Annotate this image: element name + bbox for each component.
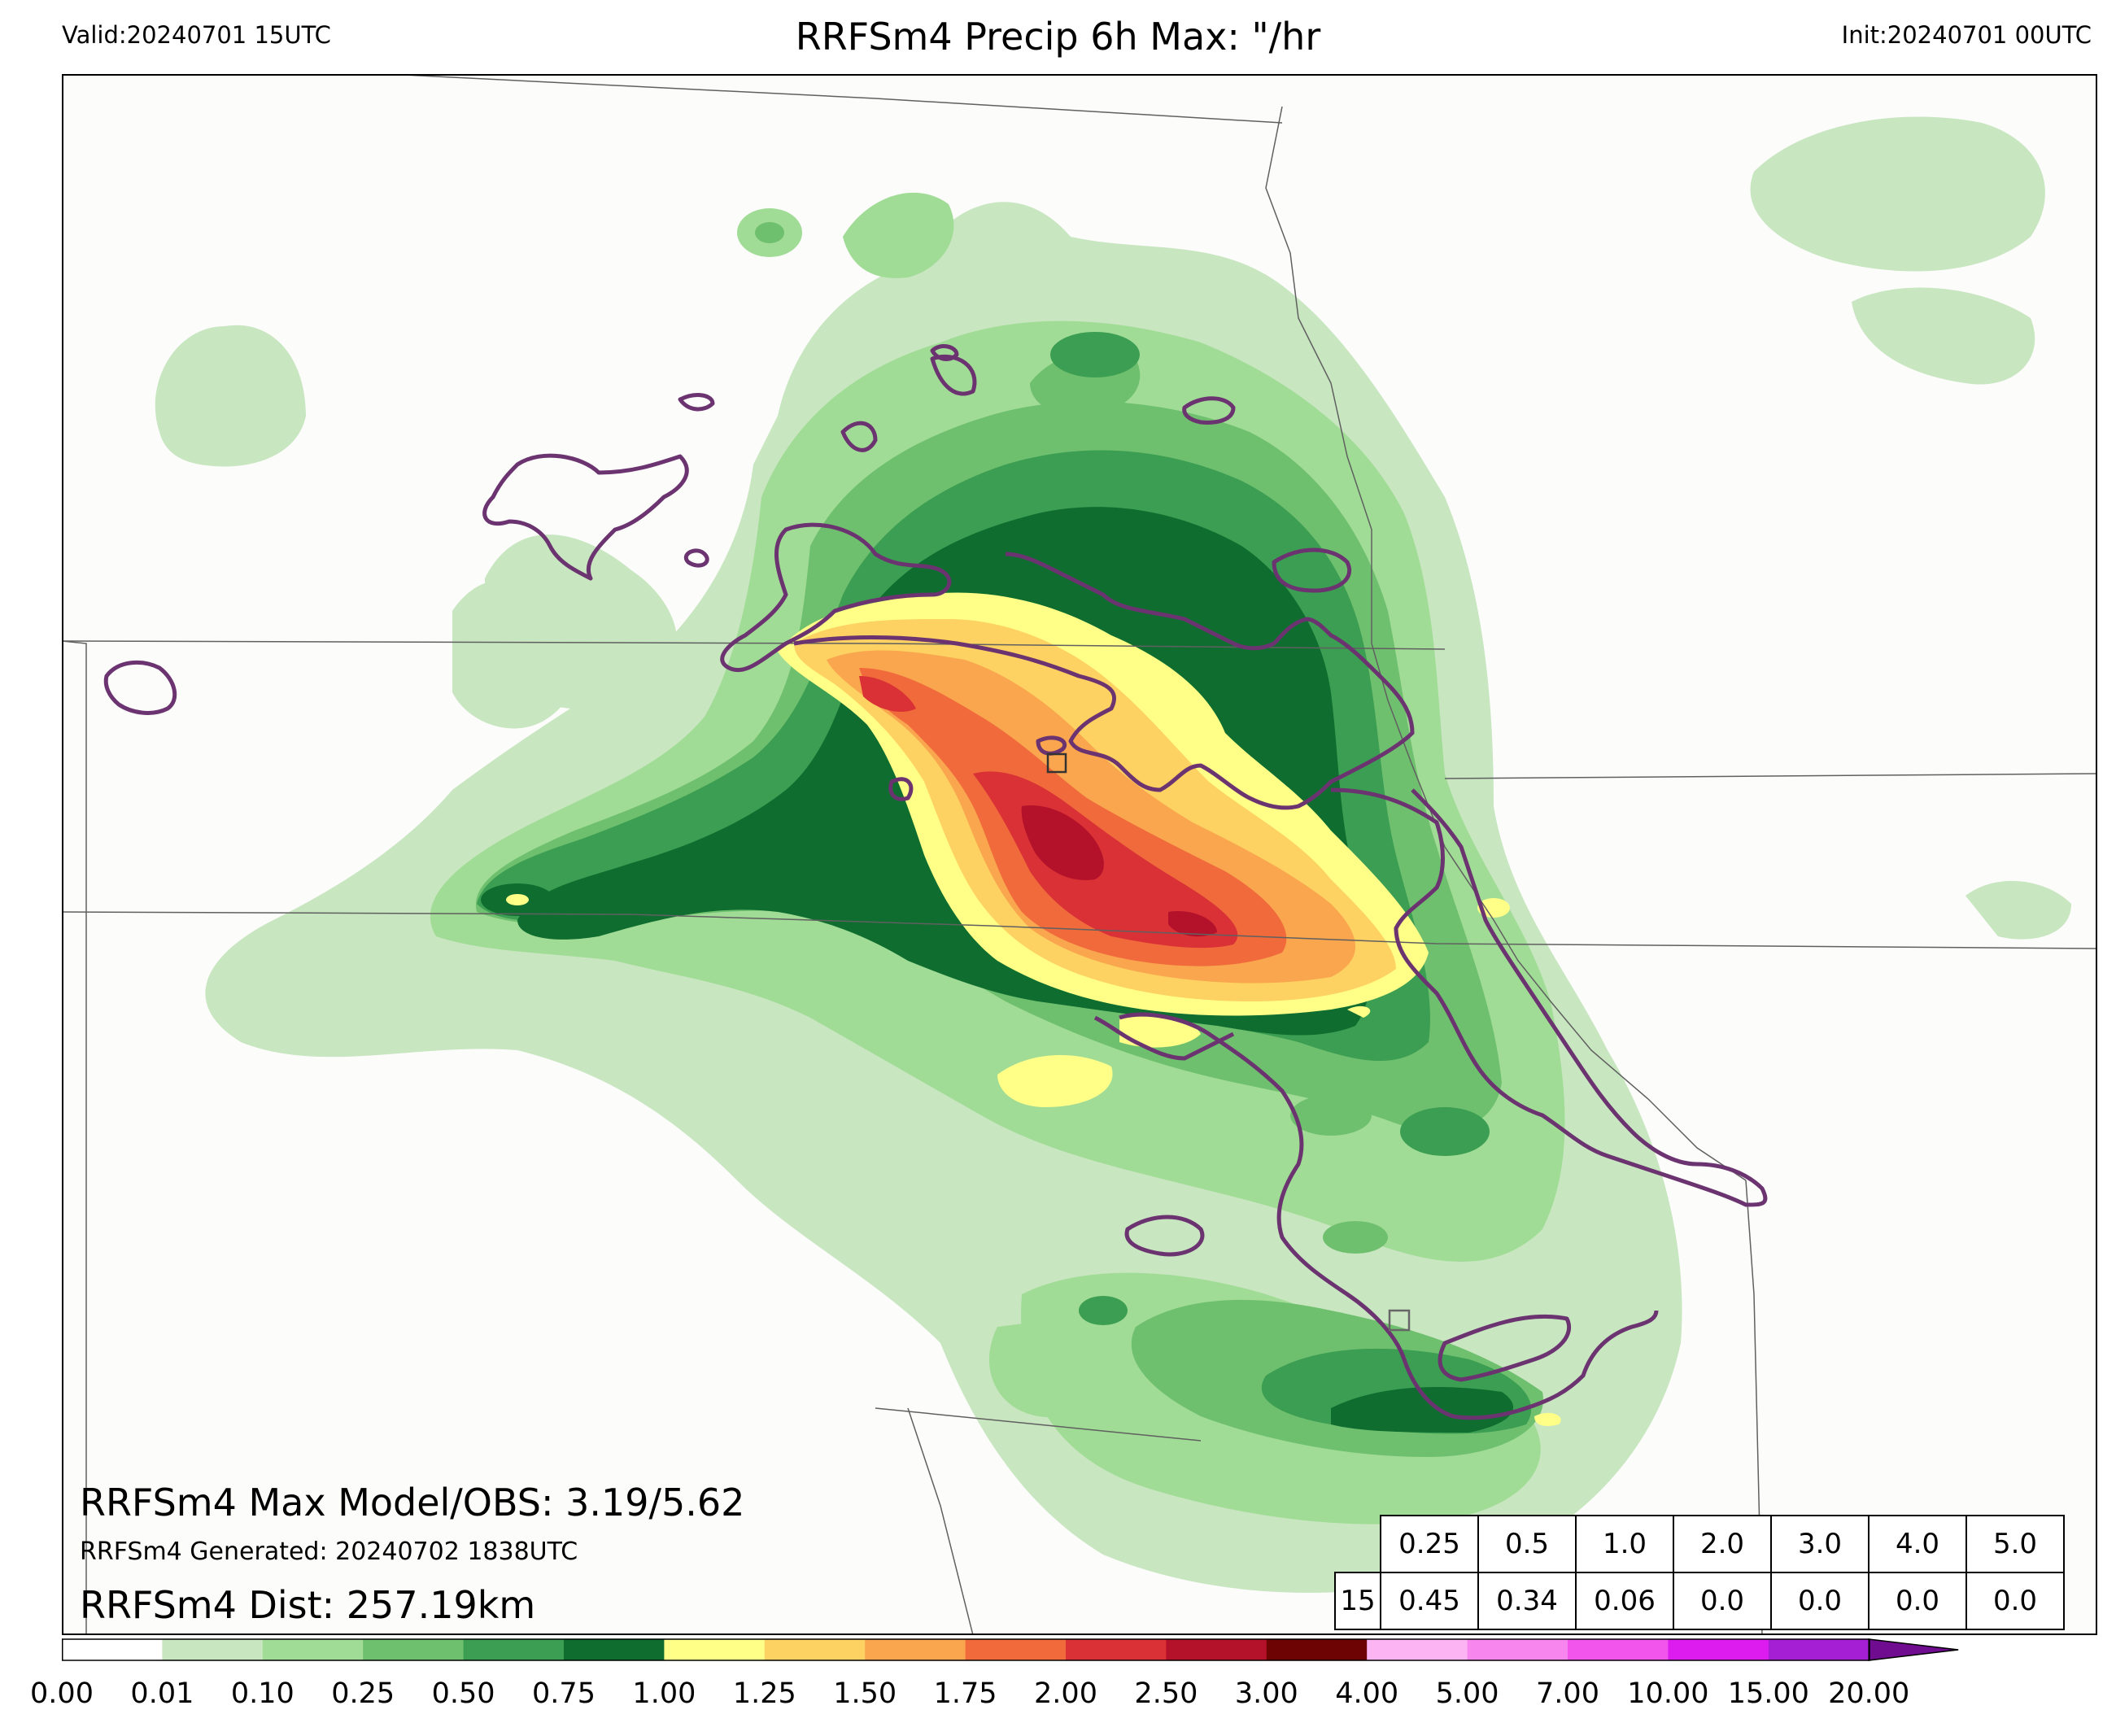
stat-value: 0.0	[1673, 1572, 1772, 1630]
precip-cells	[481, 208, 1510, 1325]
threshold-header: 2.0	[1673, 1515, 1772, 1573]
colorbar-tick-label: 0.00	[30, 1677, 94, 1710]
colorbar-swatch	[1266, 1639, 1368, 1660]
precip-core-maroon	[1021, 805, 1217, 937]
threshold-header: 3.0	[1770, 1515, 1869, 1573]
colorbar-swatch	[463, 1639, 565, 1660]
obs-max-marker	[1388, 1309, 1411, 1332]
threshold-header: 1.0	[1575, 1515, 1674, 1573]
colorbar-tick-label: 1.75	[933, 1677, 997, 1710]
stat-value: 0.45	[1380, 1572, 1479, 1630]
threshold-header: 0.25	[1380, 1515, 1479, 1573]
colorbar-tick-label: 0.75	[532, 1677, 596, 1710]
colorbar-tick-label: 0.01	[130, 1677, 194, 1710]
colorbar-tick-label: 0.50	[431, 1677, 495, 1710]
stat-value: 0.34	[1477, 1572, 1577, 1630]
colorbar-swatch	[664, 1639, 766, 1660]
colorbar-outline	[62, 1638, 1870, 1661]
colorbar-tick-label: 3.00	[1234, 1677, 1298, 1710]
stats-header-row: 0.25 0.5 1.0 2.0 3.0 4.0 5.0	[1335, 1515, 2065, 1573]
colorbar-swatch	[965, 1639, 1067, 1660]
stats-corner	[1335, 1516, 1381, 1572]
colorbar-tick-label: 15.00	[1727, 1677, 1809, 1710]
colorbar-swatch	[1668, 1639, 1769, 1660]
row-label: 15	[1334, 1572, 1381, 1630]
max-model-obs-label: RRFSm4 Max Model/OBS: 3.19/5.62	[80, 1481, 745, 1524]
stat-value: 0.0	[1965, 1572, 2065, 1630]
colorbar-swatch	[162, 1639, 264, 1660]
colorbar-swatch	[865, 1639, 966, 1660]
map-title: RRFSm4 Precip 6h Max: "/hr	[795, 15, 1321, 59]
colorbar	[62, 1638, 1959, 1661]
stats-value-row: 15 0.45 0.34 0.06 0.0 0.0 0.0 0.0	[1334, 1572, 2065, 1630]
colorbar-swatch	[262, 1639, 364, 1660]
precip-map	[62, 74, 2097, 1635]
colorbar-tick-label: 5.00	[1435, 1677, 1499, 1710]
colorbar-swatch	[1166, 1639, 1267, 1660]
colorbar-tick-label: 1.25	[732, 1677, 796, 1710]
colorbar-swatch	[764, 1639, 866, 1660]
generated-label: RRFSm4 Generated: 20240702 1838UTC	[80, 1538, 578, 1566]
colorbar-tick-label: 0.10	[230, 1677, 294, 1710]
threshold-header: 4.0	[1868, 1515, 1967, 1573]
colorbar-tick-label: 4.00	[1335, 1677, 1399, 1710]
stat-value: 0.0	[1770, 1572, 1869, 1630]
colorbar-swatch	[1066, 1639, 1167, 1660]
colorbar-tick-label: 2.50	[1134, 1677, 1198, 1710]
threshold-header: 5.0	[1965, 1515, 2065, 1573]
colorbar-tick-label: 1.50	[833, 1677, 897, 1710]
observed-precip-contours	[103, 344, 1768, 1420]
colorbar-swatch	[1467, 1639, 1568, 1660]
colorbar-extend-arrow	[1868, 1638, 1959, 1661]
colorbar-swatch	[1768, 1639, 1869, 1660]
colorbar-swatch	[62, 1639, 163, 1660]
init-time: Init:20240701 00UTC	[1841, 21, 2092, 49]
colorbar-swatch	[1568, 1639, 1669, 1660]
stat-value: 0.0	[1868, 1572, 1967, 1630]
distance-label: RRFSm4 Dist: 257.19km	[80, 1583, 536, 1627]
colorbar-swatch	[1367, 1639, 1468, 1660]
stat-value: 0.06	[1575, 1572, 1674, 1630]
valid-time: Valid:20240701 15UTC	[62, 21, 331, 49]
colorbar-swatch	[564, 1639, 665, 1660]
colorbar-tick-label: 10.00	[1627, 1677, 1709, 1710]
colorbar-tick-label: 20.00	[1828, 1677, 1910, 1710]
colorbar-tick-label: 2.00	[1034, 1677, 1097, 1710]
colorbar-tick-label: 1.00	[632, 1677, 696, 1710]
threshold-stats-table: 0.25 0.5 1.0 2.0 3.0 4.0 5.0 15 0.45 0.3…	[1334, 1515, 2065, 1630]
threshold-header: 0.5	[1477, 1515, 1577, 1573]
colorbar-swatch	[363, 1639, 465, 1660]
colorbar-tick-label: 7.00	[1536, 1677, 1599, 1710]
colorbar-tick-label: 0.25	[331, 1677, 395, 1710]
model-max-marker	[1046, 752, 1067, 774]
